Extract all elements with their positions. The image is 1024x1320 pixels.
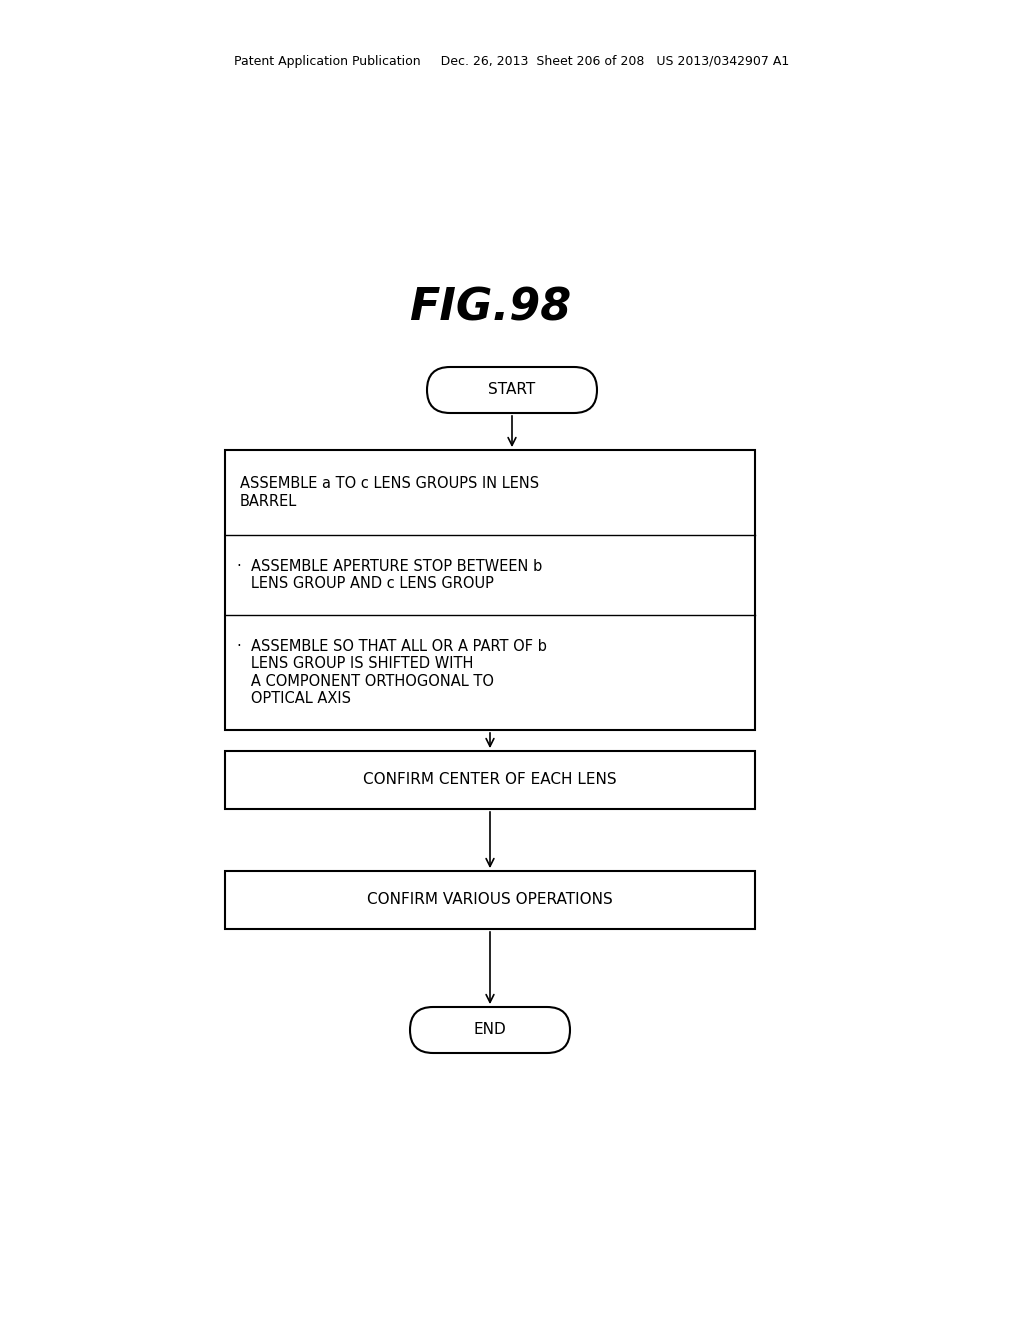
Text: ASSEMBLE a TO c LENS GROUPS IN LENS
BARREL: ASSEMBLE a TO c LENS GROUPS IN LENS BARR… [240, 477, 539, 508]
Text: ·  ASSEMBLE APERTURE STOP BETWEEN b
   LENS GROUP AND c LENS GROUP: · ASSEMBLE APERTURE STOP BETWEEN b LENS … [237, 558, 543, 591]
Text: Patent Application Publication     Dec. 26, 2013  Sheet 206 of 208   US 2013/034: Patent Application Publication Dec. 26, … [234, 55, 790, 69]
FancyBboxPatch shape [427, 367, 597, 413]
Text: ·  ASSEMBLE SO THAT ALL OR A PART OF b
   LENS GROUP IS SHIFTED WITH
   A COMPON: · ASSEMBLE SO THAT ALL OR A PART OF b LE… [237, 639, 547, 706]
Bar [225, 751, 755, 809]
Bar [225, 450, 755, 730]
Text: CONFIRM VARIOUS OPERATIONS: CONFIRM VARIOUS OPERATIONS [368, 892, 613, 908]
Text: CONFIRM CENTER OF EACH LENS: CONFIRM CENTER OF EACH LENS [364, 772, 616, 788]
Bar [225, 871, 755, 929]
FancyBboxPatch shape [410, 1007, 570, 1053]
Text: START: START [488, 383, 536, 397]
Text: FIG.98: FIG.98 [409, 286, 571, 330]
Text: END: END [474, 1023, 507, 1038]
